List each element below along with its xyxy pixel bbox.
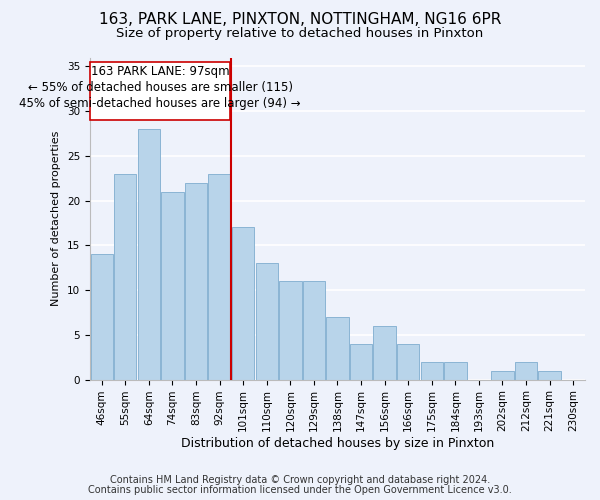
Text: ← 55% of detached houses are smaller (115): ← 55% of detached houses are smaller (11… (28, 81, 293, 94)
Bar (421, 362, 443, 380)
Bar (114, 174, 136, 380)
Bar (397, 344, 419, 380)
Text: Contains public sector information licensed under the Open Government Licence v3: Contains public sector information licen… (88, 485, 512, 495)
Bar (256, 264, 278, 380)
Bar (350, 344, 372, 380)
FancyBboxPatch shape (90, 62, 230, 120)
Bar (326, 317, 349, 380)
Bar (491, 370, 514, 380)
Bar (373, 326, 396, 380)
X-axis label: Distribution of detached houses by size in Pinxton: Distribution of detached houses by size … (181, 437, 494, 450)
Bar (208, 174, 231, 380)
Text: Size of property relative to detached houses in Pinxton: Size of property relative to detached ho… (116, 28, 484, 40)
Bar (279, 281, 302, 380)
Bar (444, 362, 467, 380)
Bar (538, 370, 561, 380)
Bar (232, 228, 254, 380)
Bar (161, 192, 184, 380)
Bar (515, 362, 537, 380)
Text: 45% of semi-detached houses are larger (94) →: 45% of semi-detached houses are larger (… (19, 97, 301, 110)
Bar (137, 129, 160, 380)
Text: 163, PARK LANE, PINXTON, NOTTINGHAM, NG16 6PR: 163, PARK LANE, PINXTON, NOTTINGHAM, NG1… (99, 12, 501, 28)
Text: 163 PARK LANE: 97sqm: 163 PARK LANE: 97sqm (91, 64, 229, 78)
Y-axis label: Number of detached properties: Number of detached properties (52, 131, 61, 306)
Bar (91, 254, 113, 380)
Bar (185, 183, 207, 380)
Bar (302, 281, 325, 380)
Text: Contains HM Land Registry data © Crown copyright and database right 2024.: Contains HM Land Registry data © Crown c… (110, 475, 490, 485)
